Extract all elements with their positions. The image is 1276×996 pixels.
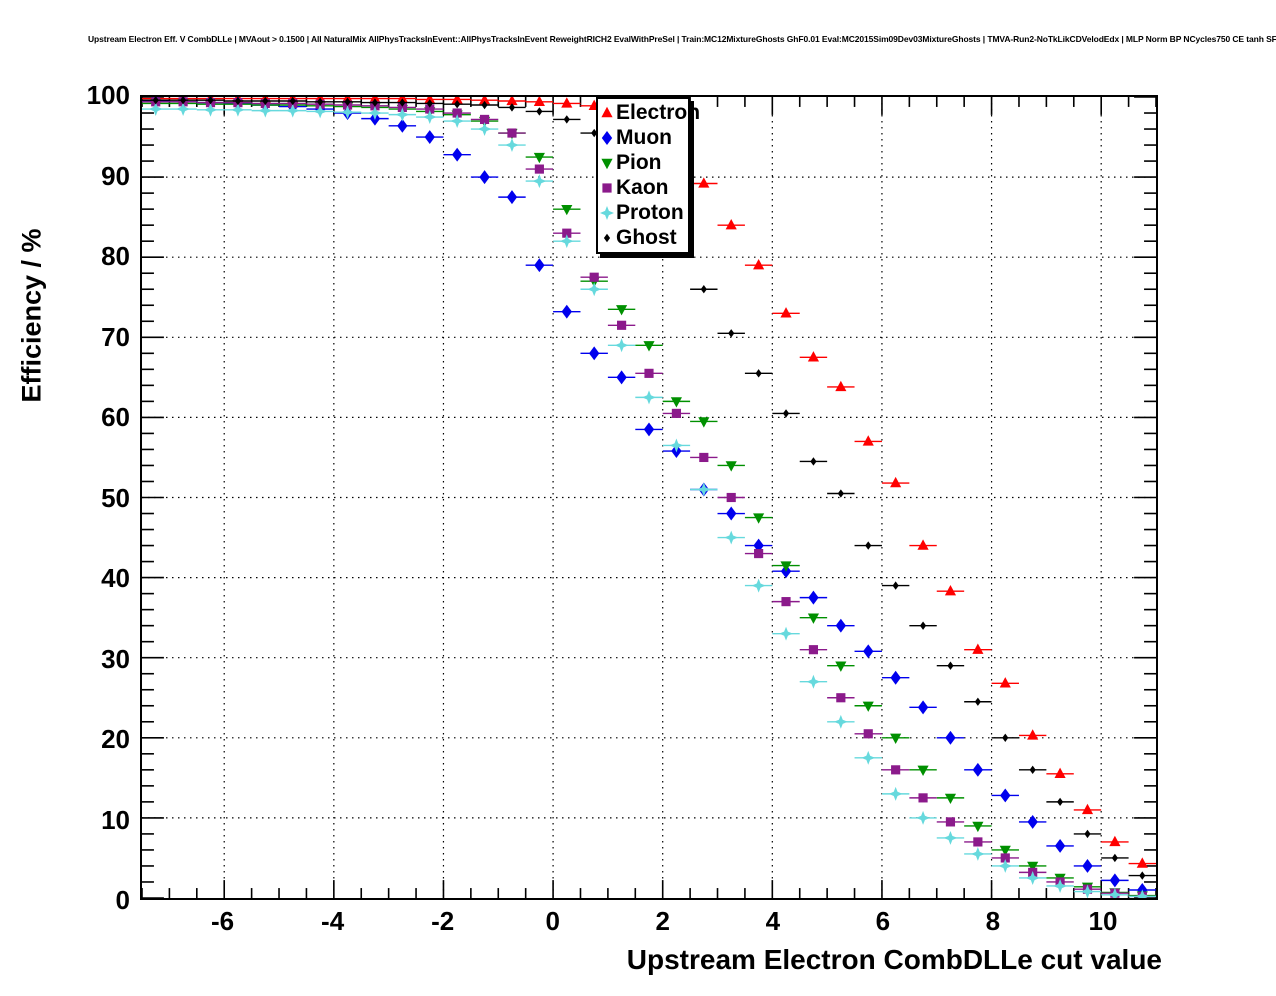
legend-item-proton[interactable]: Proton — [598, 200, 688, 225]
x-tick-label: 10 — [1088, 906, 1118, 936]
x-axis-title: Upstream Electron CombDLLe cut value — [626, 944, 1162, 975]
x-tick-label: -2 — [431, 906, 455, 936]
legend-label: Muon — [616, 126, 672, 149]
legend-label: Kaon — [616, 176, 669, 199]
y-axis-tick-labels: 0 10 20 30 40 50 60 70 80 90 100 — [50, 82, 130, 913]
x-tick-label: 8 — [985, 906, 1001, 936]
y-tick-label: 30 — [101, 643, 130, 674]
y-tick-label: 70 — [101, 321, 130, 352]
y-axis-title: Efficiency / % — [16, 228, 47, 403]
x-tick-label: 2 — [655, 906, 670, 936]
y-tick-label: 0 — [115, 885, 130, 915]
pion-marker-icon — [599, 155, 615, 171]
legend-label: Proton — [616, 201, 684, 224]
ghost-marker-icon — [599, 230, 615, 246]
x-tick-label: 4 — [765, 906, 781, 936]
kaon-marker-icon — [599, 180, 615, 196]
x-tick-label: 6 — [875, 906, 891, 936]
page-title: Upstream Electron Eff. V CombDLLe | MVAo… — [88, 34, 1276, 44]
x-tick-label: -6 — [210, 906, 235, 936]
y-tick-label: 40 — [101, 563, 130, 593]
y-tick-label: 50 — [101, 482, 130, 513]
legend-item-electron[interactable]: Electron — [598, 100, 700, 125]
y-tick-label: 10 — [101, 804, 130, 835]
muon-marker-icon — [599, 130, 615, 146]
legend-item-pion[interactable]: Pion — [598, 150, 688, 175]
legend-label: Ghost — [616, 226, 677, 249]
y-tick-label: 90 — [101, 160, 130, 191]
legend-label: Electron — [616, 101, 701, 124]
x-axis-tick-labels: -6 -4 -2 0 2 4 6 8 10 — [140, 906, 1158, 942]
legend-label: Pion — [616, 151, 662, 174]
y-tick-label: 60 — [101, 402, 130, 432]
y-tick-label: 80 — [101, 241, 130, 271]
x-tick-label: 0 — [545, 906, 560, 936]
x-tick-label: -4 — [321, 906, 345, 936]
legend[interactable]: Electron Muon Pion Kaon Proton Ghost — [596, 97, 700, 254]
legend-item-kaon[interactable]: Kaon — [598, 175, 688, 200]
y-tick-label: 20 — [101, 724, 130, 754]
y-tick-label: 100 — [86, 80, 130, 110]
legend-item-ghost[interactable]: Ghost — [598, 225, 688, 250]
proton-marker-icon — [599, 205, 615, 221]
electron-marker-icon — [599, 105, 615, 121]
legend-item-muon[interactable]: Muon — [598, 125, 688, 150]
